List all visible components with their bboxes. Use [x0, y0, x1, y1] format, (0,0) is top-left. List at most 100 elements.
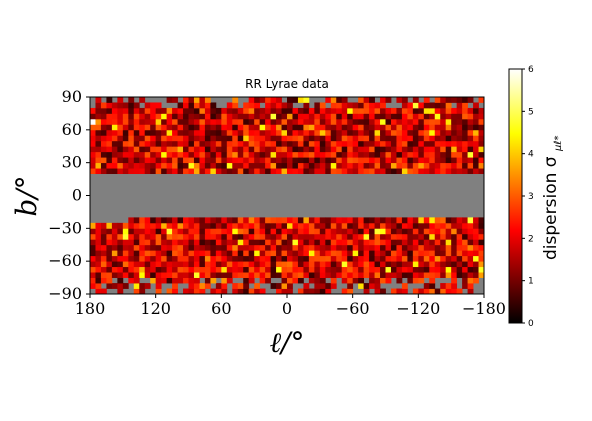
heatmap-cell	[133, 283, 140, 289]
heatmap-cell	[183, 151, 189, 158]
heatmap-cell	[336, 97, 343, 103]
heatmap-cell	[166, 107, 173, 114]
heatmap-cell	[265, 157, 271, 164]
heatmap-cell	[347, 135, 354, 142]
heatmap-cell	[363, 168, 370, 175]
heatmap-cell	[237, 146, 244, 153]
heatmap-cell	[161, 157, 168, 164]
heatmap-cell	[308, 250, 315, 257]
heatmap-cell	[423, 135, 430, 142]
colorbar-tick-label: 4	[528, 150, 534, 160]
heatmap-cell	[106, 151, 113, 158]
y-tick-label: 60	[62, 120, 82, 139]
heatmap-cell	[390, 113, 397, 120]
heatmap-cell	[369, 140, 375, 147]
heatmap-cell	[303, 233, 310, 240]
heatmap-cell	[128, 272, 135, 278]
heatmap-cell	[100, 113, 107, 120]
heatmap-cell	[429, 228, 436, 235]
colorbar-tick-label: 0	[528, 319, 534, 329]
heatmap-cell	[462, 272, 468, 278]
heatmap-cell	[106, 239, 113, 246]
heatmap-cell	[462, 157, 468, 164]
heatmap-cell	[473, 228, 479, 235]
heatmap-cell	[139, 157, 146, 164]
heatmap-cell	[467, 113, 474, 120]
heatmap-cell	[210, 157, 217, 164]
heatmap-cell	[188, 233, 195, 240]
heatmap-cell	[429, 113, 436, 120]
heatmap-cell	[100, 277, 107, 284]
heatmap-cell	[133, 244, 140, 251]
heatmap-cell	[445, 140, 452, 147]
heatmap-cell	[161, 233, 168, 240]
heatmap-cell	[374, 168, 381, 175]
heatmap-cell	[297, 244, 304, 251]
heatmap-cell	[380, 157, 386, 164]
heatmap-cell	[336, 272, 343, 278]
heatmap-cell	[128, 239, 135, 246]
heatmap-cell	[281, 288, 288, 295]
heatmap-cell	[254, 272, 261, 278]
heatmap-cell	[445, 239, 452, 246]
heatmap-cell	[319, 113, 326, 120]
heatmap-cell	[276, 233, 282, 240]
heatmap-cell	[308, 288, 315, 295]
heatmap-cell	[451, 217, 458, 224]
heatmap-cell	[133, 162, 140, 169]
heatmap-cell	[193, 146, 200, 153]
colorbar-label-text: dispersion σ	[541, 156, 561, 260]
heatmap-cell	[204, 266, 211, 273]
heatmap-cell	[319, 102, 326, 109]
heatmap-cell	[308, 118, 315, 125]
heatmap-cell	[423, 140, 430, 147]
heatmap-cell	[385, 277, 392, 284]
heatmap-cell	[199, 283, 206, 289]
heatmap-cell	[390, 124, 397, 131]
heatmap-cell	[155, 217, 162, 224]
heatmap-cell	[161, 146, 168, 153]
heatmap-cell	[215, 288, 222, 295]
heatmap-cell	[210, 239, 217, 246]
heatmap-cell	[188, 124, 195, 131]
heatmap-cell	[265, 113, 271, 120]
heatmap-cell	[177, 124, 184, 131]
heatmap-cell	[363, 118, 370, 125]
heatmap-cell	[374, 288, 381, 295]
heatmap-cell	[385, 135, 392, 142]
heatmap-cell	[412, 239, 419, 246]
heatmap-cell	[248, 151, 255, 158]
heatmap-cell	[478, 222, 485, 229]
heatmap-cell	[188, 244, 195, 251]
colorbar-label: dispersion σ μℓ*	[541, 136, 564, 260]
heatmap-cell	[390, 157, 397, 164]
heatmap-cell	[467, 118, 474, 125]
heatmap-cell	[462, 261, 468, 268]
heatmap-cell	[161, 250, 168, 257]
heatmap-cell	[122, 261, 129, 268]
heatmap-cell	[183, 255, 189, 262]
heatmap-cell	[363, 102, 370, 109]
heatmap-cell	[111, 129, 118, 136]
heatmap-cell	[456, 233, 463, 240]
heatmap-cell	[358, 107, 365, 114]
heatmap-cell	[297, 266, 304, 273]
heatmap-cell	[341, 140, 348, 147]
heatmap-cell	[303, 228, 310, 235]
heatmap-cell	[456, 146, 463, 153]
heatmap-cell	[369, 102, 375, 109]
heatmap-cell	[401, 266, 408, 273]
heatmap-cell	[412, 146, 419, 153]
heatmap-cell	[401, 135, 408, 142]
heatmap-cell	[281, 233, 288, 240]
heatmap-cell	[265, 135, 271, 142]
heatmap-cell	[270, 266, 277, 273]
heatmap-cell	[188, 97, 195, 103]
heatmap-cell	[122, 113, 129, 120]
heatmap-cell	[144, 250, 151, 257]
heatmap-cell	[418, 157, 425, 164]
heatmap-cell	[243, 283, 250, 289]
heatmap-cell	[243, 118, 250, 125]
heatmap-cell	[259, 157, 266, 164]
heatmap-cell	[314, 118, 321, 125]
